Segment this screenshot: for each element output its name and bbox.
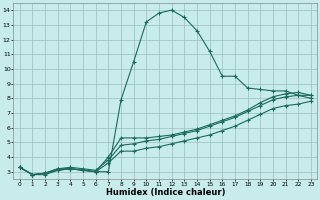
X-axis label: Humidex (Indice chaleur): Humidex (Indice chaleur): [106, 188, 225, 197]
